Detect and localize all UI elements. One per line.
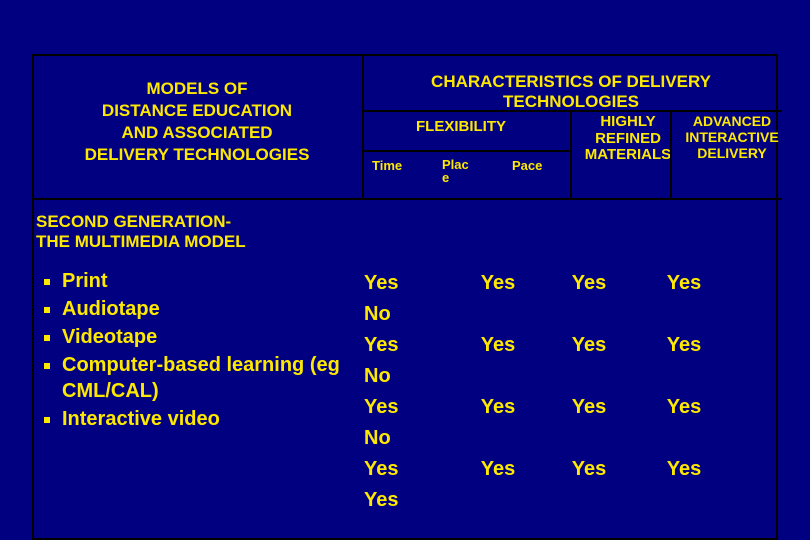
vline-2 [570,110,572,198]
characteristics-header: CHARACTERISTICS OF DELIVERY TECHNOLOGIES [386,72,756,111]
list-item: Print [34,268,374,294]
item-list: Print Audiotape Videotape Computer-based… [34,268,374,434]
item-label: Interactive video [62,406,220,432]
data-columns: Yes No Yes No Yes No Yes Yes Yes Yes Yes… [364,268,734,516]
list-item: Audiotape [34,296,374,322]
col-pace: Pace [512,158,584,184]
col-place: Plac e [442,158,512,184]
highly-refined-label: HIGHLY REFINED MATERIALS [574,114,682,164]
list-item: Interactive video [34,406,374,432]
bullet-icon [44,417,50,423]
data-col-highly: Yes Yes Yes Yes [634,268,734,516]
col-time: Time [372,158,442,184]
item-label: Videotape [62,324,157,350]
vline-3 [670,110,672,198]
bullet-icon [44,307,50,313]
table-frame: MODELS OFDISTANCE EDUCATIONAND ASSOCIATE… [32,54,778,540]
hline-3 [34,198,782,200]
hline-1 [362,110,782,112]
col-place-l2: e [442,170,449,185]
item-label: Print [62,268,108,294]
data-col-pace: Yes Yes Yes Yes [544,268,634,516]
flexibility-label: FLEXIBILITY [386,118,536,135]
slide: MODELS OFDISTANCE EDUCATIONAND ASSOCIATE… [0,0,810,540]
section-title: SECOND GENERATION-THE MULTIMEDIA MODEL [36,212,246,251]
list-item: Computer-based learning (eg CML/CAL) [34,352,374,404]
bullet-icon [44,363,50,369]
bullet-icon [44,335,50,341]
hline-2 [362,150,570,152]
advanced-label: ADVANCED INTERACTIVE DELIVERY [672,113,792,161]
data-col-place: Yes Yes Yes Yes [452,268,544,516]
bullet-icon [44,279,50,285]
item-label: Computer-based learning (eg CML/CAL) [62,352,374,404]
item-label: Audiotape [62,296,160,322]
vline-1 [362,56,364,198]
models-header: MODELS OFDISTANCE EDUCATIONAND ASSOCIATE… [52,78,342,166]
list-item: Videotape [34,324,374,350]
sub-columns: Time Plac e Pace [372,158,782,184]
data-col-time: Yes No Yes No Yes No Yes Yes [364,268,452,516]
